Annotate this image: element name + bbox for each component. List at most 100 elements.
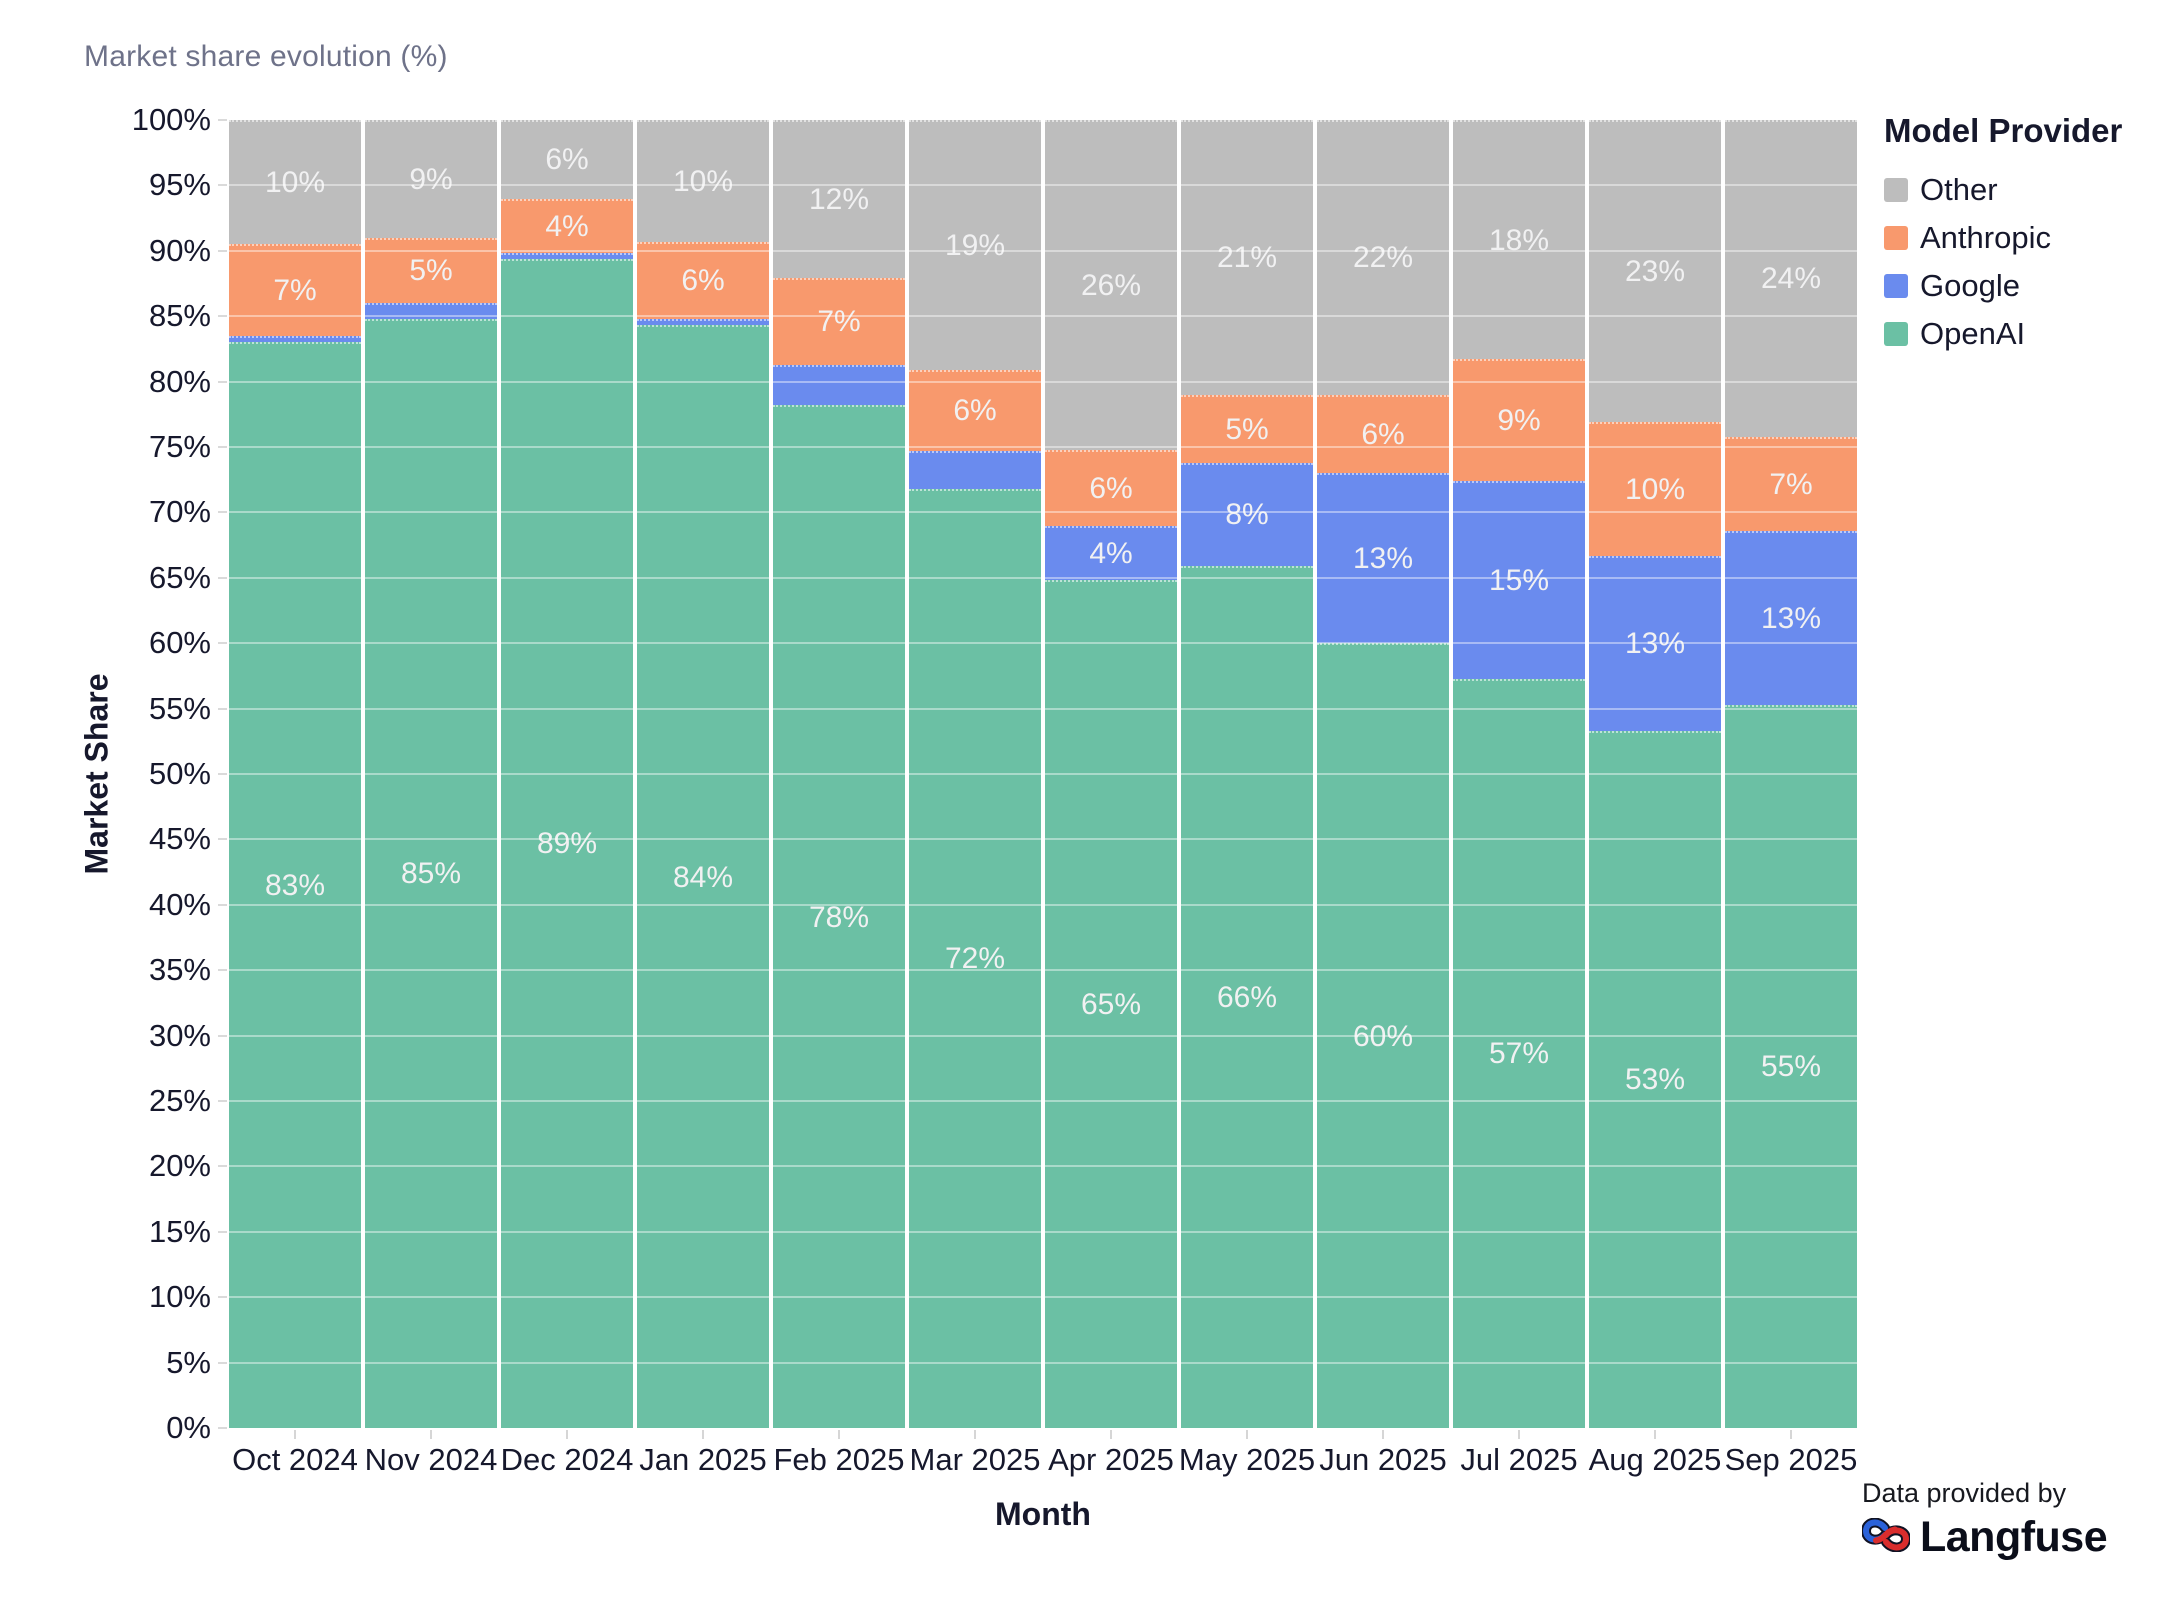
segment-openai: 53%: [1589, 730, 1721, 1428]
bar-column-jun-2025: 60% 13% 6% 22% Jun 2025: [1317, 120, 1449, 1477]
segment-label: 66%: [1216, 981, 1278, 1015]
segment-label: 5%: [409, 254, 453, 288]
plot-area: 83% 7% 10% Oct 2024 85% 5% 9% Nov 2024 89% 4% 6% De…: [229, 120, 1857, 1477]
segment-google: 8%: [1181, 462, 1313, 567]
x-tick-mark: [1518, 1430, 1520, 1439]
y-tick-label: 95%: [148, 167, 211, 203]
segment-label: 6%: [1089, 471, 1133, 505]
segment-other: 26%: [1045, 120, 1177, 450]
segment-openai: 66%: [1181, 566, 1313, 1428]
x-tick-mark: [294, 1430, 296, 1439]
x-tick-mark: [1790, 1430, 1792, 1439]
bar-stack: 60% 13% 6% 22%: [1317, 120, 1449, 1428]
segment-label: 8%: [1225, 498, 1269, 532]
segment-other: 6%: [501, 120, 633, 199]
segment-label: 6%: [681, 264, 725, 298]
langfuse-knot-logo-icon: [1860, 1517, 1912, 1557]
y-tick-mark: [218, 707, 227, 710]
segment-google: 4%: [1045, 525, 1177, 581]
provided-by-text: Data provided by: [1862, 1478, 2067, 1508]
x-tick-mark: [1654, 1430, 1656, 1439]
y-tick-mark: [218, 249, 227, 252]
legend-item-anthropic: Anthropic: [1884, 220, 2122, 256]
bar-column-sep-2025: 55% 13% 7% 24% Sep 2025: [1725, 120, 1857, 1477]
segment-anthropic: 10%: [1589, 422, 1721, 556]
x-tick-label: Aug 2025: [1588, 1442, 1722, 1477]
segment-anthropic: 5%: [1181, 394, 1313, 463]
x-axis-title: Month: [995, 1496, 1091, 1532]
segment-label: 10%: [1624, 472, 1686, 506]
y-tick-mark: [218, 511, 227, 514]
segment-label: 24%: [1760, 262, 1822, 296]
bar-stack: 53% 13% 10% 23%: [1589, 120, 1721, 1428]
segment-google: [773, 364, 905, 406]
segment-google: [909, 450, 1041, 489]
y-tick-label: 100%: [131, 102, 211, 137]
x-tick-label: Mar 2025: [909, 1442, 1041, 1477]
x-tick-label: Nov 2024: [364, 1442, 498, 1477]
segment-other: 24%: [1725, 120, 1857, 437]
legend-items: Other Anthropic Google OpenAI: [1884, 172, 2122, 352]
segment-google: 13%: [1317, 473, 1449, 644]
segment-other: 21%: [1181, 120, 1313, 395]
segment-label: 15%: [1488, 563, 1550, 597]
y-tick-label: 55%: [148, 690, 211, 726]
segment-openai: 72%: [909, 488, 1041, 1428]
y-tick-label: 50%: [148, 756, 211, 791]
segment-label: 6%: [953, 394, 997, 428]
y-tick-mark: [218, 642, 227, 645]
y-tick-label: 30%: [148, 1017, 211, 1053]
segment-anthropic: 5%: [365, 237, 497, 304]
y-tick-mark: [218, 1427, 227, 1429]
legend-item-google: Google: [1884, 268, 2122, 304]
langfuse-wordmark: Langfuse: [1920, 1513, 2108, 1561]
x-tick-mark: [1382, 1430, 1384, 1439]
y-tick-label: 60%: [148, 625, 211, 661]
legend-label: Anthropic: [1920, 220, 2051, 255]
segment-label: 89%: [536, 827, 598, 861]
segment-label: 10%: [264, 166, 326, 200]
bar-stack: 55% 13% 7% 24%: [1725, 120, 1857, 1428]
bar-stack: 89% 4% 6%: [501, 120, 633, 1428]
legend-swatch: [1884, 178, 1908, 202]
segment-anthropic: 7%: [1725, 436, 1857, 531]
bar-column-mar-2025: 72% 6% 19% Mar 2025: [909, 120, 1041, 1477]
y-tick-mark: [218, 1361, 227, 1364]
segment-other: 19%: [909, 120, 1041, 370]
bar-column-nov-2024: 85% 5% 9% Nov 2024: [365, 120, 497, 1477]
segment-openai: 84%: [637, 325, 769, 1428]
bar-stack: 83% 7% 10%: [229, 120, 361, 1428]
segment-label: 53%: [1624, 1063, 1686, 1097]
legend-label: Other: [1920, 172, 1998, 207]
segment-anthropic: 6%: [909, 369, 1041, 451]
y-tick-label: 65%: [148, 559, 211, 595]
attribution: Data provided by Langfuse: [1860, 1478, 2108, 1562]
segment-openai: 78%: [773, 405, 905, 1428]
y-tick-label: 15%: [148, 1213, 211, 1249]
bar-column-dec-2024: 89% 4% 6% Dec 2024: [501, 120, 633, 1477]
x-tick-mark: [1110, 1430, 1112, 1439]
segment-label: 57%: [1488, 1037, 1550, 1071]
segment-anthropic: 6%: [1317, 394, 1449, 474]
segment-label: 6%: [1361, 417, 1405, 451]
x-tick-mark: [838, 1430, 840, 1439]
segment-label: 12%: [808, 183, 870, 217]
segment-openai: 89%: [501, 258, 633, 1428]
x-tick-mark: [430, 1430, 432, 1439]
segment-label: 78%: [808, 900, 870, 934]
y-tick-mark: [218, 838, 227, 841]
legend-item-other: Other: [1884, 172, 2122, 208]
bar-stack: 78% 7% 12%: [773, 120, 905, 1428]
x-tick-label: Apr 2025: [1048, 1442, 1174, 1477]
segment-openai: 60%: [1317, 643, 1449, 1428]
segment-openai: 55%: [1725, 704, 1857, 1428]
segment-google: 13%: [1725, 530, 1857, 705]
segment-anthropic: 7%: [229, 244, 361, 336]
segment-other: 12%: [773, 120, 905, 279]
bar-stack: 84% 6% 10%: [637, 120, 769, 1428]
bar-column-may-2025: 66% 8% 5% 21% May 2025: [1179, 120, 1315, 1477]
segment-label: 5%: [1225, 412, 1269, 446]
y-tick-mark: [218, 446, 227, 448]
bar-column-oct-2024: 83% 7% 10% Oct 2024: [229, 120, 361, 1477]
segment-label: 60%: [1352, 1019, 1414, 1053]
